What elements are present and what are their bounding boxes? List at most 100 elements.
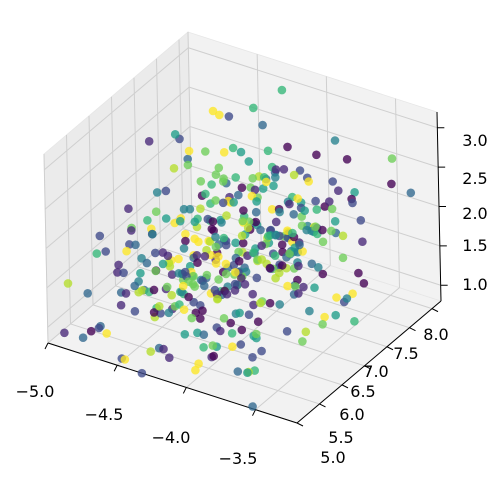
scatter-point [193,258,202,268]
scatter-point [261,177,271,187]
scatter-point [270,251,280,260]
scatter-point [127,226,136,235]
scatter-point [214,275,223,284]
y-tick-label: 8.0 [423,325,448,344]
scatter-point [174,269,184,278]
scatter-point [256,298,265,308]
scatter-point [136,268,145,278]
scatter-point [131,240,140,250]
scatter-point [302,225,312,235]
scatter-point [165,353,174,363]
scatter-point [251,329,261,339]
scatter-point [190,217,200,227]
scatter-point [298,337,307,346]
scatter-point [179,305,189,315]
scatter-point [387,154,397,163]
x-tick-mark [182,387,187,394]
scatter-point [332,293,341,302]
scatter-point [285,199,294,209]
scatter-point [189,271,198,281]
scatter-point [227,329,237,338]
scatter-point [163,251,173,261]
grid-line-z-back [188,47,438,129]
axes-panes [43,31,442,424]
grid-line-z-back [189,126,440,207]
scatter-point [314,263,323,272]
scatter-point [234,256,244,266]
scatter-point [240,280,250,289]
scatter-point [130,281,139,291]
scatter-point [116,300,126,310]
y-tick-mark [319,403,326,408]
scatter-point [249,300,258,310]
z-axis-ticks: 1.0 1.5 2.0 2.5 3.0 [462,131,487,294]
scatter-point [234,190,243,200]
scatter-point [119,268,128,278]
y-axis-line [296,300,442,424]
scatter-point [271,217,281,227]
scatter-point [114,260,123,270]
scatter-point [211,232,220,242]
scatter-point [196,177,206,186]
scatter-point [294,289,303,298]
scatter-point [350,317,359,326]
scatter-point [235,308,244,318]
scatter-point [271,165,281,174]
x-tick-mark [252,409,256,416]
x-tick-label: −4.0 [152,428,191,447]
scatter-point [237,231,247,241]
x-tick-label: −3.5 [219,449,258,468]
scatter-point [219,233,229,243]
scatter-point [94,323,104,333]
scatter-point [330,136,340,145]
scatter-point [149,285,159,295]
scatter-point [137,368,147,378]
scatter-point [295,240,304,250]
scatter-point [138,286,147,295]
scatter-point [312,150,321,160]
scatter-point [183,160,193,170]
scatter-point [305,306,314,316]
scatter-point [318,320,327,329]
scatter-point [207,180,216,189]
scatter-point [149,308,159,317]
y-tick-label: 7.0 [363,362,388,381]
scatter-point [249,248,258,257]
scatter-point [265,298,275,308]
grid-line-z-back [191,204,441,286]
scatter-point [169,164,179,173]
scatter-point [180,267,190,277]
scatter-point [221,259,231,269]
scatter-point [295,166,305,175]
scatter-point [209,351,218,361]
scatter-point [238,216,247,226]
scatter-point [155,302,164,311]
z-tick-label: 3.0 [462,131,487,150]
grid-line-z-wall [45,126,191,249]
scatter-point [196,204,205,213]
x-tick-label: −4.5 [85,405,124,424]
scatter-point [208,341,218,350]
scatter-point [216,326,225,336]
scatter-point [356,216,366,225]
scatter-point [277,85,287,95]
scatter-point [271,173,280,182]
scatter-point [210,285,220,295]
scatter-point [289,210,299,219]
scatter-point [251,207,261,217]
scatter-point [187,313,197,323]
scatter-point [249,103,258,113]
scatter-point [167,270,177,279]
scatter-point [251,217,261,227]
scatter-point [181,236,190,246]
scatter-point [101,247,110,256]
scatter-point [325,197,334,206]
scatter-point [196,314,205,323]
scatter-point [236,340,246,349]
scatter-point [342,294,352,303]
x-tick-label: −5.0 [16,382,55,401]
scatter-point [201,147,210,156]
scatter-point [288,228,297,238]
scatter-point [338,231,348,241]
